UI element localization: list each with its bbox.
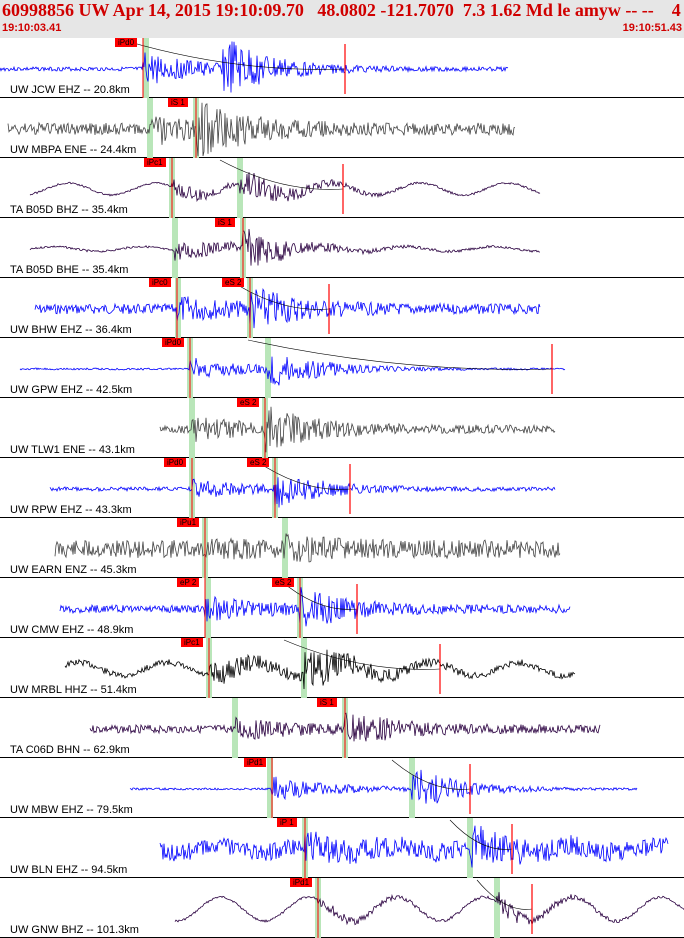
coda-curve: [247, 339, 553, 370]
p-pick-label[interactable]: iPu1: [177, 518, 200, 527]
s-phase-band: [494, 878, 500, 938]
s-phase-band: [265, 338, 271, 398]
trace-panel[interactable]: iS 1 UW MBPA ENE -- 24.4km: [0, 98, 684, 158]
seismogram-stack: iPd0 UW JCW EHZ -- 20.8km iS 1 UW MBPA ENE …: [0, 38, 684, 938]
waveform: [34, 288, 541, 329]
s-pick-label[interactable]: eS 2: [222, 278, 245, 287]
s-pick-label[interactable]: iS 1: [168, 98, 188, 107]
s-pick-label[interactable]: eS 2: [272, 578, 295, 587]
station-label: TA B05D BHE -- 35.4km: [10, 264, 129, 276]
s-phase-band: [409, 758, 415, 818]
station-label: UW RPW EHZ -- 43.3km: [10, 504, 132, 516]
trace-canvas: [54, 518, 561, 578]
p-pick-label[interactable]: iPd1: [290, 878, 313, 887]
p-pick-label[interactable]: iPd1: [244, 758, 267, 767]
s-pick-label[interactable]: eS 2: [247, 458, 270, 467]
trace-canvas: [64, 638, 576, 698]
trace-canvas: [174, 878, 684, 938]
trace-panel[interactable]: iPu1 UW EARN ENZ -- 45.3km: [0, 518, 684, 578]
trace-canvas: [0, 38, 509, 98]
p-pick-label[interactable]: iPd0: [115, 38, 138, 47]
trace-panel[interactable]: iPd0 UW GPW EHZ -- 42.5km: [0, 338, 684, 398]
station-label: TA B05D BHZ -- 35.4km: [10, 204, 128, 216]
p-pick-label[interactable]: eP 2: [177, 578, 200, 587]
trace-canvas: [159, 818, 669, 878]
s-phase-band: [301, 638, 307, 698]
waveform: [159, 406, 556, 453]
station-label: UW TLW1 ENE -- 43.1km: [10, 444, 135, 456]
coda-curve: [449, 819, 513, 850]
trace-canvas: [49, 458, 556, 518]
waveform: [64, 649, 576, 690]
waveform: [19, 356, 566, 386]
coda-curve: [122, 39, 346, 70]
station-label: UW EARN ENZ -- 45.3km: [10, 564, 137, 576]
trace-panel[interactable]: iPd1 UW GNW BHZ -- 101.3km: [0, 878, 684, 938]
coda-curve: [391, 759, 471, 790]
p-pick-label[interactable]: iPd0: [164, 458, 187, 467]
waveform: [159, 825, 669, 868]
end-time: 19:10:51.43: [622, 22, 682, 34]
coda-curve: [283, 639, 441, 670]
station-label: UW MBPA ENE -- 24.4km: [10, 144, 137, 156]
waveform: [29, 228, 540, 266]
station-label: UW JCW EHZ -- 20.8km: [10, 84, 130, 96]
event-title: 60998856 UW Apr 14, 2015 19:10:09.70 48.…: [2, 0, 681, 20]
station-label: UW GPW EHZ -- 42.5km: [10, 384, 133, 396]
trace-panel[interactable]: eP 2 eS 2 UW CMW EHZ -- 48.9km: [0, 578, 684, 638]
coda-curve: [219, 159, 344, 190]
trace-panel[interactable]: eS 2 UW TLW1 ENE -- 43.1km: [0, 398, 684, 458]
p-phase-band: [175, 278, 181, 338]
s-pick-label[interactable]: iS 1: [317, 698, 337, 707]
waveform: [7, 102, 516, 157]
p-pick-label[interactable]: iPc1: [181, 638, 203, 647]
station-label: UW BHW EHZ -- 36.4km: [10, 324, 132, 336]
p-phase-band: [172, 218, 178, 278]
waveform: [129, 769, 638, 804]
trace-canvas: [89, 698, 601, 758]
p-pick-label[interactable]: iPc1: [144, 158, 166, 167]
station-label: UW MBW EHZ -- 79.5km: [10, 804, 133, 816]
s-pick-label[interactable]: eS 2: [237, 398, 260, 407]
trace-panel[interactable]: iS 1 TA B05D BHE -- 35.4km: [0, 218, 684, 278]
trace-canvas: [29, 158, 541, 218]
trace-panel[interactable]: iPc0 eS 2 UW BHW EHZ -- 36.4km: [0, 278, 684, 338]
trace-panel[interactable]: iPc1 UW MRBL HHZ -- 51.4km: [0, 638, 684, 698]
trace-panel[interactable]: iPd0 UW JCW EHZ -- 20.8km: [0, 38, 684, 98]
s-phase-band: [467, 818, 473, 878]
trace-canvas: [129, 758, 638, 818]
trace-panel[interactable]: iP 1 UW BLN EHZ -- 94.5km: [0, 818, 684, 878]
trace-canvas: [29, 218, 540, 278]
header-bar: 60998856 UW Apr 14, 2015 19:10:09.70 48.…: [0, 0, 684, 38]
trace-canvas: [7, 98, 516, 158]
s-pick-label[interactable]: iS 1: [215, 218, 235, 227]
coda-curve: [229, 279, 330, 310]
waveform: [29, 172, 541, 203]
waveform: [54, 533, 561, 563]
p-pick-label[interactable]: iP 1: [277, 818, 297, 827]
trace-canvas: [59, 578, 571, 638]
station-label: TA C06D BHN -- 62.9km: [10, 744, 130, 756]
station-label: UW GNW BHZ -- 101.3km: [10, 924, 139, 936]
trace-panel[interactable]: iPd1 UW MBW EHZ -- 79.5km: [0, 758, 684, 818]
p-phase-band: [189, 398, 195, 458]
station-label: UW BLN EHZ -- 94.5km: [10, 864, 128, 876]
p-phase-band: [205, 578, 211, 638]
trace-panel[interactable]: iPd0 eS 2 UW RPW EHZ -- 43.3km: [0, 458, 684, 518]
trace-canvas: [19, 338, 566, 398]
station-label: UW MRBL HHZ -- 51.4km: [10, 684, 137, 696]
p-pick-label[interactable]: iPd0: [162, 338, 185, 347]
waveform: [59, 587, 571, 627]
trace-panel[interactable]: iS 1 TA C06D BHN -- 62.9km: [0, 698, 684, 758]
p-pick-label[interactable]: iPc0: [149, 278, 171, 287]
trace-canvas: [159, 398, 556, 458]
coda-curve: [476, 879, 533, 910]
start-time: 19:10:03.41: [2, 22, 62, 34]
trace-panel[interactable]: iPc1 TA B05D BHZ -- 35.4km: [0, 158, 684, 218]
waveform: [0, 41, 509, 93]
waveform: [49, 477, 556, 509]
station-label: UW CMW EHZ -- 48.9km: [10, 624, 134, 636]
waveform: [174, 892, 684, 926]
